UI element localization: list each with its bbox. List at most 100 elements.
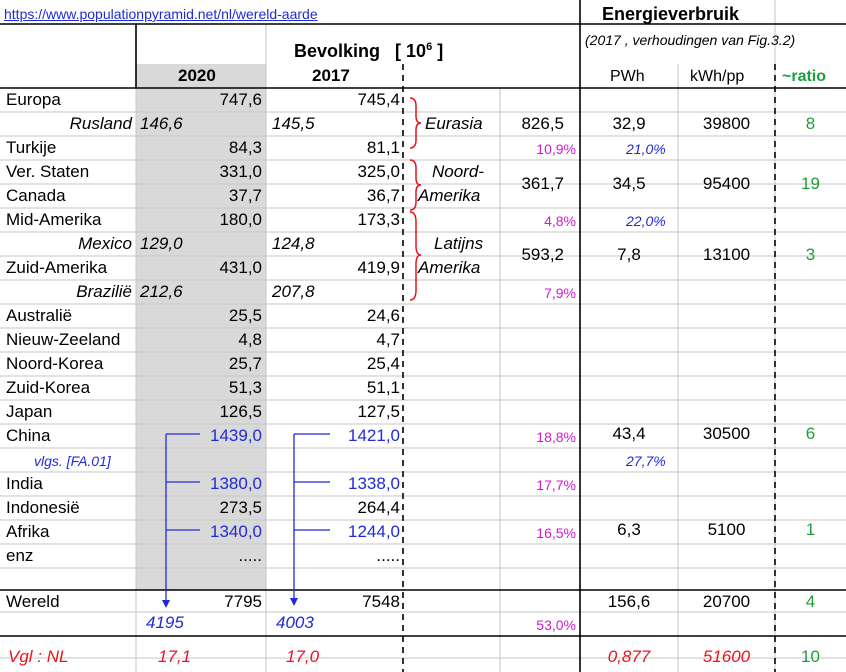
row-value-2017: 325,0 bbox=[357, 162, 400, 181]
row-label: India bbox=[6, 474, 43, 493]
group-na-energy-pct: 22,0% bbox=[626, 213, 666, 229]
world-2020: 7795 bbox=[224, 592, 262, 611]
population-label: Bevolking bbox=[294, 41, 381, 61]
row-value-2020: 331,0 bbox=[219, 162, 262, 181]
group-eurasia-kwh: 39800 bbox=[702, 114, 751, 133]
row-value-2017: 51,1 bbox=[366, 378, 400, 397]
group-la-pct: 7,9% bbox=[544, 285, 576, 301]
group-na-kwh: 95400 bbox=[702, 174, 751, 193]
row-label: Nieuw-Zeeland bbox=[6, 330, 121, 349]
row-value-2020: 431,0 bbox=[219, 258, 262, 277]
world-pwh: 156,6 bbox=[607, 592, 651, 611]
row-value-2017: 127,5 bbox=[357, 402, 400, 421]
row-label: Europa bbox=[6, 90, 61, 109]
row-value-2020: 25,7 bbox=[228, 354, 262, 373]
world-kwh: 20700 bbox=[702, 592, 751, 611]
population-title: Bevolking [ 106 ] bbox=[294, 37, 443, 61]
row-value-2020: 25,5 bbox=[228, 306, 262, 325]
group-la-label1: Latijns bbox=[434, 234, 484, 253]
nl-label: Vgl : NL bbox=[8, 647, 69, 666]
group-eurasia-energy-pct: 21,0% bbox=[626, 141, 666, 157]
row-label: Afrika bbox=[6, 522, 50, 541]
source-link[interactable]: https://www.populationpyramid.net/nl/wer… bbox=[4, 6, 318, 22]
group-na-label2: Amerika bbox=[418, 186, 481, 205]
row-value-2017: 1244,0 bbox=[348, 522, 400, 541]
row-label: Japan bbox=[6, 402, 53, 421]
row-value-2017: 81,1 bbox=[366, 138, 400, 157]
group-na-label1: Noord- bbox=[432, 162, 484, 181]
group-la-pwh: 7,8 bbox=[617, 245, 641, 264]
group-eurasia-ratio: 8 bbox=[805, 114, 816, 133]
row-label: Brazilië bbox=[76, 282, 132, 301]
row-value-2020: 126,5 bbox=[219, 402, 262, 421]
group-na-total: 361,7 bbox=[521, 174, 564, 193]
row-value-2020: 1340,0 bbox=[210, 522, 262, 541]
china-ratio: 6 bbox=[805, 424, 816, 443]
row-label: China bbox=[6, 426, 51, 445]
india-pct: 17,7% bbox=[536, 477, 576, 493]
ratio-header: ~ratio bbox=[782, 68, 827, 85]
year-2017-header: 2017 bbox=[312, 66, 350, 85]
pwh-header: PWh bbox=[610, 68, 645, 85]
row-note: vlgs. [FA.01] bbox=[34, 453, 111, 469]
row-value-2017: 25,4 bbox=[366, 354, 400, 373]
row-label: Noord-Korea bbox=[6, 354, 104, 373]
group-eurasia-label: Eurasia bbox=[425, 114, 483, 133]
china-kwh: 30500 bbox=[702, 424, 751, 443]
row-sub-2020: 212,6 bbox=[140, 282, 183, 301]
row-label: Rusland bbox=[69, 114, 132, 133]
group-la-ratio: 3 bbox=[805, 245, 816, 264]
row-value-2020: 4,8 bbox=[238, 330, 262, 349]
row-sub-2017: 145,5 bbox=[272, 114, 315, 133]
row-value-2020: 273,5 bbox=[219, 498, 262, 517]
energy-title: Energieverbruik bbox=[602, 4, 740, 24]
population-unit-base: [ 10 bbox=[395, 41, 427, 61]
row-label: Zuid-Korea bbox=[6, 378, 91, 397]
year-2020-header: 2020 bbox=[178, 66, 216, 85]
china-pct: 18,8% bbox=[536, 429, 576, 445]
row-value-2017: 4,7 bbox=[376, 330, 400, 349]
row-label: Mexico bbox=[78, 234, 132, 253]
row-value-2017: 173,3 bbox=[357, 210, 400, 229]
row-value-2017: 264,4 bbox=[357, 498, 400, 517]
row-value-2017: 36,7 bbox=[366, 186, 400, 205]
group-la-label2: Amerika bbox=[418, 258, 481, 277]
row-value-2017: 419,9 bbox=[357, 258, 400, 277]
row-value-2020: 1380,0 bbox=[210, 474, 262, 493]
energy-subtitle: (2017 , verhoudingen van Fig.3.2) bbox=[585, 32, 796, 48]
row-value-2020: 180,0 bbox=[219, 210, 262, 229]
world-pct: 53,0% bbox=[536, 617, 576, 633]
group-la-kwh: 13100 bbox=[702, 245, 751, 264]
row-label: Ver. Staten bbox=[6, 162, 90, 181]
group-na-pwh: 34,5 bbox=[612, 174, 646, 193]
population-unit-end: ] bbox=[437, 41, 444, 61]
row-value-2020: 51,3 bbox=[228, 378, 262, 397]
row-label: Indonesië bbox=[6, 498, 80, 517]
row-sub-2017: 124,8 bbox=[272, 234, 315, 253]
world-sum-2017: 4003 bbox=[276, 613, 314, 632]
kwh-header: kWh/pp bbox=[690, 68, 745, 85]
row-value-2017: 745,4 bbox=[357, 90, 400, 109]
afrika-pwh: 6,3 bbox=[617, 520, 641, 539]
row-value-2020: 1439,0 bbox=[210, 426, 262, 445]
nl-kwh: 51600 bbox=[702, 647, 751, 666]
world-2017: 7548 bbox=[362, 592, 400, 611]
row-sub-2017: 207,8 bbox=[272, 282, 315, 301]
nl-2017: 17,0 bbox=[286, 647, 320, 666]
row-value-2017: 24,6 bbox=[366, 306, 400, 325]
world-sum-2020: 4195 bbox=[146, 613, 184, 632]
row-label: Zuid-Amerika bbox=[6, 258, 108, 277]
row-sub-2020: 146,6 bbox=[140, 114, 183, 133]
row-value-2020: 747,6 bbox=[219, 90, 262, 109]
group-eurasia-pwh: 32,9 bbox=[612, 114, 646, 133]
row-label: Canada bbox=[6, 186, 66, 205]
group-na-ratio: 19 bbox=[801, 174, 820, 193]
afrika-kwh: 5100 bbox=[707, 520, 746, 539]
world-label: Wereld bbox=[6, 592, 60, 611]
world-ratio: 4 bbox=[805, 592, 816, 611]
row-value-2020: 84,3 bbox=[228, 138, 262, 157]
group-na-pct: 4,8% bbox=[544, 213, 576, 229]
row-label: enz bbox=[6, 546, 34, 565]
